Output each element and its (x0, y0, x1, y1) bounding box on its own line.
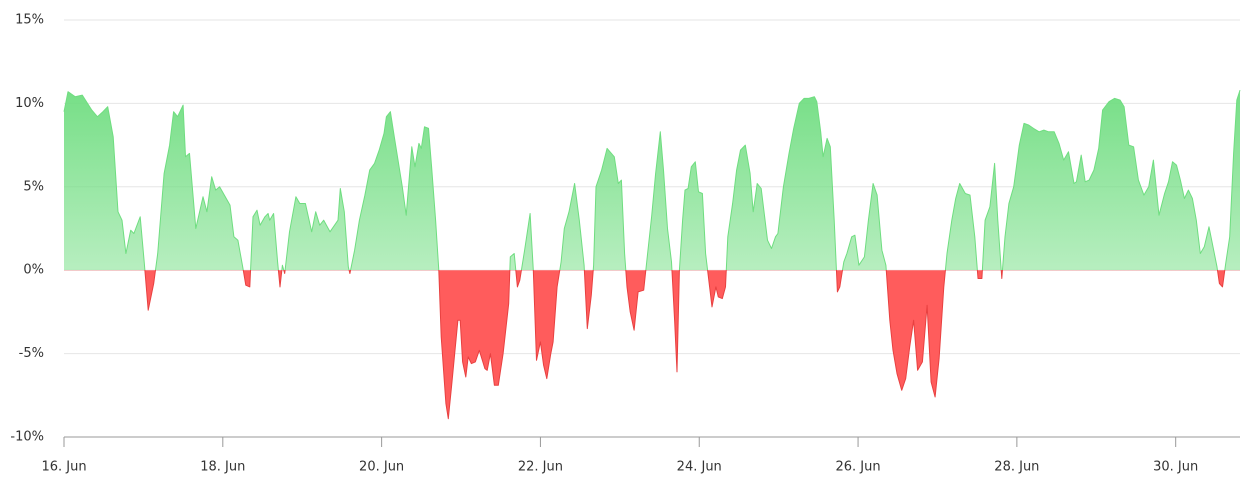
x-tick-label: 30. Jun (1153, 460, 1198, 475)
x-tick-label: 28. Jun (994, 460, 1039, 475)
x-tick-label: 20. Jun (359, 460, 404, 475)
area (64, 90, 1240, 419)
x-tick-label: 22. Jun (518, 460, 563, 475)
y-tick-label: -10% (10, 430, 44, 445)
area-line (63, 89, 1241, 420)
y-tick-label: -5% (19, 346, 44, 361)
y-tick-label: 15% (15, 13, 44, 28)
y-tick-label: 0% (23, 263, 44, 278)
y-tick-label: 5% (23, 179, 44, 194)
x-tick-label: 18. Jun (200, 460, 245, 475)
x-tick-label: 16. Jun (41, 460, 86, 475)
x-tick-label: 26. Jun (835, 460, 880, 475)
x-tick-label: 24. Jun (677, 460, 722, 475)
y-tick-label: 10% (15, 96, 44, 111)
